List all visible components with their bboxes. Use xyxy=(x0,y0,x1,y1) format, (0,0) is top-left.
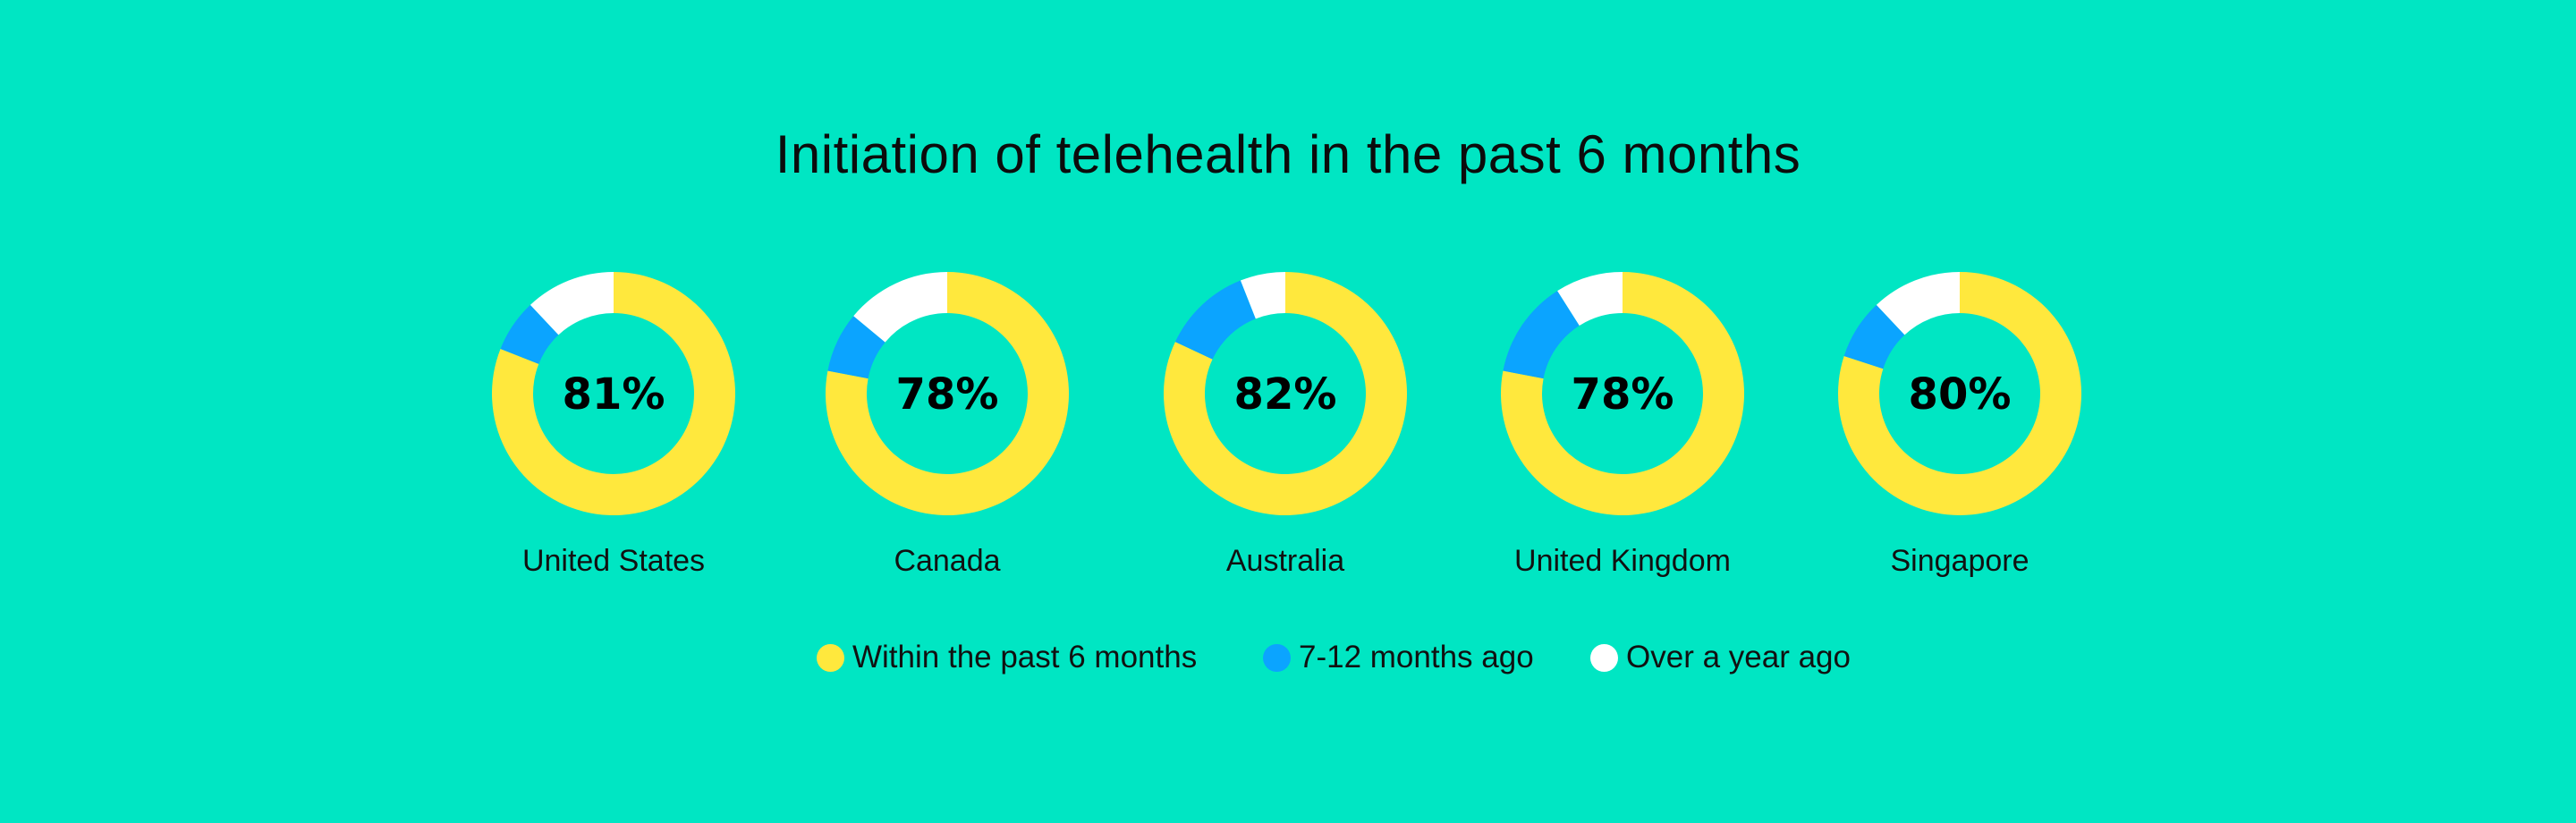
slice-canada-within-the-past-6-months xyxy=(826,272,1070,515)
legend-item-over-a-year: Over a year ago xyxy=(1590,635,1851,680)
donut-united-kingdom: 78% United Kingdom xyxy=(1501,272,1745,578)
donut-canada: 78% Canada xyxy=(826,272,1070,578)
slice-australia-7-12-months-ago xyxy=(1174,280,1256,360)
category-label-australia: Australia xyxy=(1226,544,1344,578)
slice-australia-over-a-year-ago xyxy=(1240,272,1285,319)
slice-singapore-over-a-year-ago xyxy=(1876,272,1960,335)
donut-australia: 82% Australia xyxy=(1163,272,1407,578)
slice-singapore-within-the-past-6-months xyxy=(1838,272,2082,515)
center-label-united-kingdom: 78% xyxy=(1572,369,1674,420)
slice-united-states-within-the-past-6-months xyxy=(492,272,736,516)
category-label-united-states: United States xyxy=(522,544,705,578)
center-label-united-states: 81% xyxy=(563,369,665,420)
slice-singapore-7-12-months-ago xyxy=(1843,304,1905,369)
category-label-singapore: Singapore xyxy=(1890,544,2029,578)
legend-item-7-12-months: 7-12 months ago xyxy=(1263,635,1534,680)
slice-canada-over-a-year-ago xyxy=(853,272,947,343)
legend-swatch-within-6-months xyxy=(817,643,844,672)
legend-label-within-6-months: Within the past 6 months xyxy=(852,640,1198,675)
legend-swatch-7-12-months xyxy=(1263,643,1291,672)
donut-united-states: 81% United States xyxy=(492,272,736,578)
legend: Within the past 6 months 7-12 months ago… xyxy=(0,635,2576,680)
legend-label-over-a-year: Over a year ago xyxy=(1626,640,1851,675)
legend-label-7-12-months: 7-12 months ago xyxy=(1299,640,1534,675)
slice-united-kingdom-7-12-months-ago xyxy=(1503,291,1580,379)
category-label-canada: Canada xyxy=(894,544,1000,578)
legend-swatch-over-a-year xyxy=(1590,643,1618,672)
slice-united-kingdom-over-a-year-ago xyxy=(1557,272,1623,327)
slice-canada-7-12-months-ago xyxy=(827,316,886,379)
slice-united-states-7-12-months-ago xyxy=(500,304,559,364)
category-label-united-kingdom: United Kingdom xyxy=(1514,544,1731,578)
slice-united-states-over-a-year-ago xyxy=(530,272,614,335)
legend-item-within-6-months: Within the past 6 months xyxy=(817,635,1197,680)
center-label-australia: 82% xyxy=(1234,369,1337,420)
slice-united-kingdom-within-the-past-6-months xyxy=(1501,272,1745,515)
center-label-singapore: 80% xyxy=(1909,369,2012,420)
slice-australia-within-the-past-6-months xyxy=(1163,272,1407,515)
chart-title: Initiation of telehealth in the past 6 m… xyxy=(775,124,1801,184)
donut-singapore: 80% Singapore xyxy=(1838,272,2082,578)
center-label-canada: 78% xyxy=(896,369,999,420)
